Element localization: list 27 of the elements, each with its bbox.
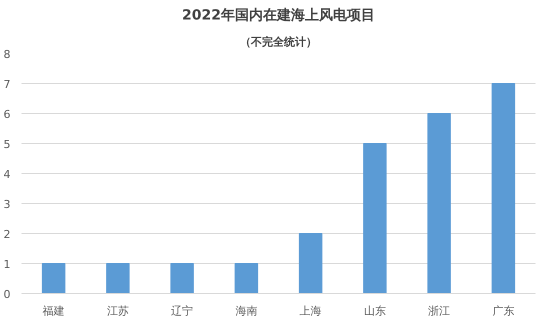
x-tick-label: 浙江 [428,304,450,318]
y-tick-label: 8 [4,48,10,61]
x-tick-label: 山东 [364,304,386,318]
y-tick-label: 5 [4,138,10,151]
bar [363,143,387,294]
y-tick-label: 4 [4,168,10,181]
bar [106,263,130,294]
y-tick-label: 2 [4,228,10,241]
y-tick-label: 3 [4,198,10,211]
chart-subtitle: （不完全统计） [240,36,317,48]
y-tick-label: 6 [4,108,10,121]
bar [427,113,451,294]
y-tick-label: 1 [4,258,10,271]
bar [42,263,66,294]
bar [234,263,258,294]
chart-title: 2022年国内在建海上风电项目 [182,8,375,24]
y-tick-label: 0 [4,288,10,301]
bar [170,263,194,294]
y-tick-label: 7 [4,78,10,91]
x-tick-label: 福建 [42,304,65,318]
x-tick-label: 广东 [492,304,514,318]
bar [298,233,322,294]
x-tick-label: 上海 [300,304,322,318]
x-tick-label: 辽宁 [171,304,194,318]
x-tick-label: 海南 [235,304,258,318]
bar [492,83,516,294]
x-tick-label: 江苏 [106,304,129,318]
